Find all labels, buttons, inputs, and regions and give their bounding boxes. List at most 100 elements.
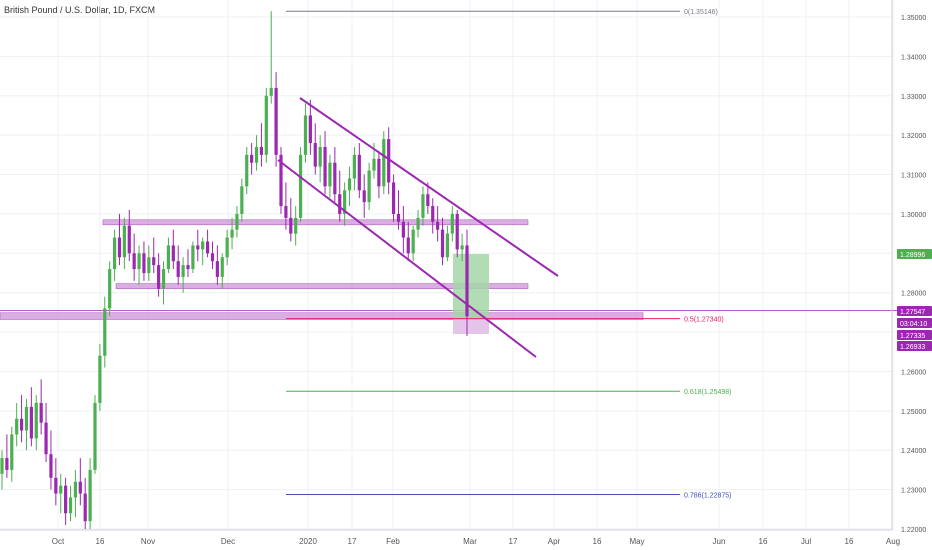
candle-body: [225, 237, 229, 258]
candle-body: [367, 170, 371, 203]
candle-body: [64, 485, 68, 514]
candle-body: [323, 146, 327, 187]
price-badge-text: 03:04:10: [900, 321, 927, 328]
chart-title: British Pound / U.S. Dollar, 1D, FXCM: [4, 5, 156, 15]
candle-body: [73, 481, 78, 498]
candle-body: [401, 221, 405, 238]
y-tick-label: 1.34000: [901, 54, 926, 61]
candle-body: [142, 253, 146, 273]
candle-body: [122, 225, 126, 258]
candle-body: [406, 237, 410, 254]
x-tick-label: 16: [759, 537, 768, 546]
candle-body: [396, 213, 401, 222]
candle-body: [24, 406, 29, 431]
candle-body: [308, 115, 312, 144]
price-badge: [897, 341, 932, 351]
candle-body: [387, 139, 391, 183]
price-badge: [897, 249, 932, 259]
x-tick-label: Nov: [141, 537, 155, 546]
candle-body: [250, 154, 254, 163]
price-badge-text: 1.28996: [900, 252, 925, 259]
candle-body: [166, 245, 171, 270]
x-tick-label: Mar: [463, 537, 477, 546]
x-tick-label: May: [629, 537, 644, 546]
candle-body: [93, 402, 97, 470]
candle-body: [117, 237, 122, 258]
candle-body: [157, 265, 161, 289]
candle-body: [372, 158, 376, 171]
candle-body: [68, 497, 73, 514]
candle-body: [343, 190, 347, 214]
candle-body: [176, 261, 180, 277]
candle-body: [352, 154, 357, 179]
candle-body: [440, 229, 445, 258]
position-stop-box: [453, 318, 489, 334]
candle-body: [186, 265, 190, 270]
candle-body: [54, 477, 58, 494]
candle-body: [88, 469, 92, 522]
candle-body: [161, 269, 166, 289]
x-tick-label: 16: [845, 537, 854, 546]
candle-body: [254, 146, 259, 163]
x-tick-label: Apr: [548, 537, 561, 546]
candle-body: [284, 206, 288, 218]
x-tick-label: 16: [593, 537, 602, 546]
fib-level-label: 0(1.35146): [684, 9, 718, 16]
price-badge-text: 1.27547: [900, 309, 925, 316]
fib-level-label: 0.786(1.22875): [684, 493, 731, 500]
candle-body: [455, 213, 459, 250]
candle-body: [391, 182, 396, 214]
candle-body: [416, 217, 420, 230]
candle-body: [382, 139, 386, 187]
y-tick-label: 1.24000: [901, 448, 926, 455]
candle-body: [39, 402, 43, 423]
y-tick-label: 1.25000: [901, 409, 926, 416]
candle-body: [137, 253, 141, 270]
candle-body: [230, 229, 234, 238]
candle-body: [98, 355, 102, 403]
candle-body: [279, 154, 283, 207]
candle-body: [127, 225, 131, 254]
candle-body: [245, 154, 249, 187]
price-badge-text: 1.26933: [900, 344, 925, 351]
candle-body: [34, 402, 38, 439]
x-tick-label: 17: [509, 537, 518, 546]
candle-body: [152, 257, 156, 266]
candle-body: [426, 194, 430, 207]
x-tick-label: Feb: [386, 537, 400, 546]
candle-body: [362, 190, 366, 203]
candle-body: [196, 245, 200, 250]
candle-body: [303, 115, 308, 155]
y-tick-label: 1.30000: [901, 212, 926, 219]
fib-level-label: 0.5(1.27340): [684, 317, 724, 324]
candle-body: [289, 217, 293, 234]
candle-body: [112, 237, 117, 270]
candle-body: [264, 95, 268, 155]
y-tick-label: 1.26000: [901, 369, 926, 376]
candle-body: [274, 87, 278, 155]
candle-body: [49, 454, 53, 478]
candle-body: [235, 213, 239, 230]
candle-body: [318, 146, 322, 167]
candle-body: [215, 261, 219, 277]
candle-body: [171, 245, 175, 262]
price-badge: [897, 330, 932, 340]
y-tick-label: 1.22000: [901, 527, 926, 534]
candle-body: [19, 418, 24, 431]
candle-body: [411, 229, 415, 254]
x-tick-label: 17: [348, 537, 357, 546]
candle-body: [333, 162, 337, 195]
price-badge: [897, 318, 932, 328]
candle-body: [269, 87, 273, 96]
candle-body: [205, 241, 210, 254]
x-tick-label: Jul: [801, 537, 811, 546]
candle-body: [15, 418, 19, 435]
candle-body: [450, 213, 454, 234]
candle-body: [191, 245, 195, 270]
candle-body: [10, 434, 14, 470]
candle-body: [83, 493, 87, 522]
channel-upper-line: [299, 97, 559, 277]
candle-body: [436, 221, 440, 230]
y-tick-label: 1.28000: [901, 291, 926, 298]
